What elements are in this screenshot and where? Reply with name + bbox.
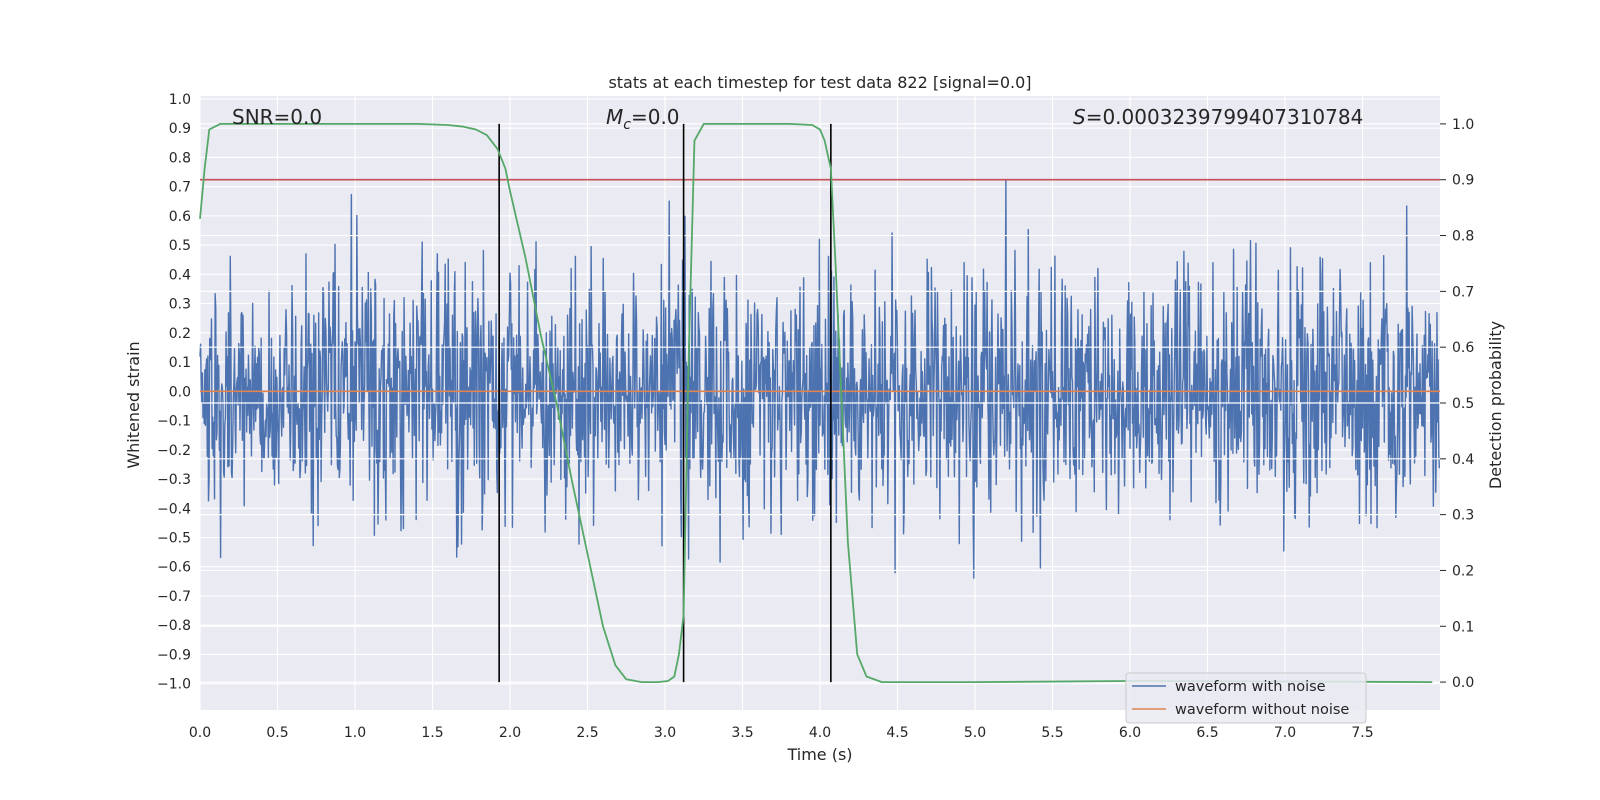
score-value: =0.0003239799407310784: [1086, 105, 1364, 129]
y-tick-label: 0.9: [169, 121, 191, 137]
y2-tick-label: 0.2: [1452, 563, 1474, 579]
x-tick-label: 7.0: [1274, 725, 1296, 741]
y-tick-label: −0.6: [157, 560, 191, 576]
x-tick-label: 6.5: [1196, 725, 1218, 741]
y-tick-label: 1.0: [169, 92, 191, 108]
y2-tick-labels: 1.0 0.9 0.8 0.7 0.6 0.5 0.4 0.3 0.2 0.1 0.0: [1440, 117, 1474, 691]
y2-tick-label: 0.9: [1452, 173, 1474, 189]
score-annotation: S=0.0003239799407310784: [1073, 105, 1363, 129]
y-tick-label: 0.8: [169, 150, 191, 166]
chart-title: stats at each timestep for test data 822…: [608, 73, 1031, 92]
line-layer: [200, 178, 1440, 393]
y2-tick-label: 0.8: [1452, 229, 1474, 245]
legend-label-noise: waveform with noise: [1175, 679, 1326, 695]
y-tick-label: 0.0: [169, 384, 191, 400]
chirp-mass-subscript: c: [623, 117, 631, 133]
y2-axis-label: Detection probability: [1486, 321, 1505, 489]
y-tick-labels: 1.0 0.9 0.8 0.7 0.6 0.5 0.4 0.3 0.2 0.1 0.0 −0.1 −0.…: [157, 92, 191, 693]
y-tick-label: 0.6: [169, 209, 191, 225]
y-tick-label: −0.9: [157, 647, 191, 663]
y-tick-label: 0.3: [169, 297, 191, 313]
x-tick-label: 1.5: [421, 725, 443, 741]
y2-tick-label: 0.4: [1452, 452, 1474, 468]
x-tick-label: 0.0: [189, 725, 211, 741]
x-tick-label: 4.0: [809, 725, 831, 741]
marker-layer: [199, 123, 1433, 683]
y2-tick-label: 0.6: [1452, 340, 1474, 356]
x-axis-label: Time (s): [786, 745, 852, 764]
x-tick-label: 7.5: [1351, 725, 1373, 741]
y2-tick-label: 0.7: [1452, 284, 1474, 300]
score-symbol: S: [1073, 105, 1086, 129]
x-tick-label: 6.0: [1119, 725, 1141, 741]
y-tick-label: −0.5: [157, 530, 191, 546]
y-tick-label: −0.8: [157, 618, 191, 634]
y2-tick-label: 0.5: [1452, 396, 1474, 412]
x-tick-label: 4.5: [886, 725, 908, 741]
x-tick-label: 3.0: [654, 725, 676, 741]
series-detection-probability: [199, 123, 1433, 683]
y-tick-label: −0.1: [157, 414, 191, 430]
y-tick-label: −0.2: [157, 443, 191, 459]
y2-tick-label: 0.0: [1452, 675, 1474, 691]
x-tick-label: 0.5: [266, 725, 288, 741]
y-tick-label: 0.7: [169, 180, 191, 196]
x-tick-labels: 0.0 0.5 1.0 1.5 2.0 2.5 3.0 3.5 4.0 4.5 5.0 5.5 6.0 6…: [189, 725, 1374, 741]
y2-tick-label: 0.3: [1452, 508, 1474, 524]
chirp-mass-value: =0.0: [631, 105, 680, 129]
x-tick-label: 2.0: [499, 725, 521, 741]
chirp-mass-annotation: Mc=0.0: [606, 105, 680, 133]
legend-box: [1125, 672, 1367, 724]
y-tick-label: 0.1: [169, 355, 191, 371]
y-tick-label: −0.4: [157, 501, 191, 517]
y-tick-label: −1.0: [157, 677, 191, 693]
chirp-mass-symbol: M: [606, 105, 623, 129]
snr-annotation: SNR=0.0: [232, 105, 322, 129]
x-tick-label: 1.0: [344, 725, 366, 741]
x-tick-label: 3.5: [731, 725, 753, 741]
y2-tick-label: 0.1: [1452, 619, 1474, 635]
y-tick-label: 0.4: [169, 267, 191, 283]
y2-tick-label: 1.0: [1452, 117, 1474, 133]
x-tick-label: 5.0: [964, 725, 986, 741]
x-tick-label: 5.5: [1041, 725, 1063, 741]
y-tick-label: −0.3: [157, 472, 191, 488]
x-tick-label: 2.5: [576, 725, 598, 741]
y-tick-label: −0.7: [157, 589, 191, 605]
y-axis-label: Whitened strain: [124, 341, 143, 468]
legend: waveform with noise waveform without noi…: [1125, 672, 1367, 724]
legend-label-clean: waveform without noise: [1175, 702, 1349, 718]
y-tick-label: 0.2: [169, 326, 191, 342]
y-tick-label: 0.5: [169, 238, 191, 254]
